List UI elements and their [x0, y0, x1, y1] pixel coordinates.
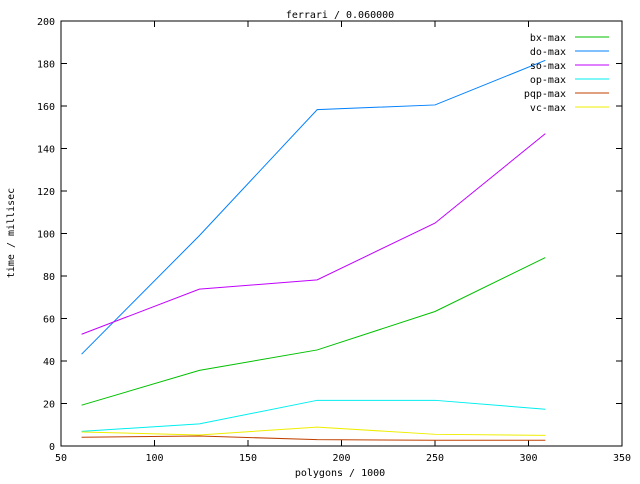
y-tick-label: 80	[43, 272, 55, 283]
x-axis-label: polygons / 1000	[295, 468, 385, 479]
legend-label: bx-max	[530, 33, 566, 44]
y-tick-label: 0	[49, 442, 55, 453]
y-tick-label: 60	[43, 315, 55, 326]
x-tick-label: 150	[239, 453, 257, 464]
legend-label: op-max	[530, 75, 566, 86]
chart-title: ferrari / 0.060000	[286, 10, 394, 21]
x-tick-label: 100	[145, 453, 163, 464]
series-line-pqp-max	[81, 435, 546, 441]
y-tick-label: 200	[37, 17, 55, 28]
y-tick-label: 140	[37, 145, 55, 156]
x-tick-label: 50	[55, 453, 67, 464]
series-line-vc-max	[81, 426, 546, 436]
y-tick-label: 100	[37, 230, 55, 241]
x-tick-label: 200	[332, 453, 350, 464]
x-tick-label: 250	[426, 453, 444, 464]
legend-label: pqp-max	[524, 89, 566, 100]
x-tick-label: 300	[519, 453, 537, 464]
series-line-so-max	[81, 133, 546, 335]
y-tick-label: 20	[43, 400, 55, 411]
y-tick-label: 40	[43, 357, 55, 368]
series-line-do-max	[81, 59, 546, 355]
y-axis-label: time / millisec	[6, 188, 17, 278]
y-tick-label: 120	[37, 187, 55, 198]
legend-label: so-max	[530, 61, 566, 72]
series-line-bx-max	[81, 257, 546, 406]
y-tick-label: 160	[37, 102, 55, 113]
legend-label: do-max	[530, 47, 566, 58]
legend-label: vc-max	[530, 103, 566, 114]
x-tick-label: 350	[613, 453, 631, 464]
y-tick-label: 180	[37, 60, 55, 71]
series-line-op-max	[81, 399, 546, 432]
